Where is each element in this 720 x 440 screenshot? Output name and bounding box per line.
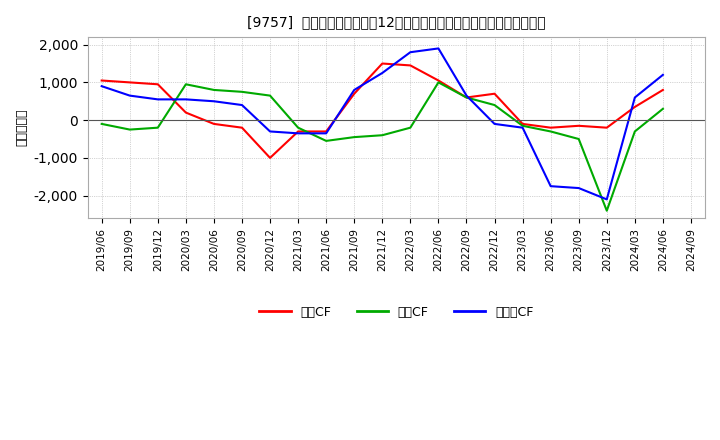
フリーCF xyxy=(490,121,499,127)
フリーCF xyxy=(603,197,611,202)
投資CF xyxy=(490,103,499,108)
投資CF xyxy=(238,89,246,95)
営業CF xyxy=(238,125,246,130)
投資CF xyxy=(406,125,415,130)
フリーCF xyxy=(238,103,246,108)
営業CF xyxy=(322,129,330,134)
投資CF xyxy=(378,132,387,138)
Legend: 営業CF, 投資CF, フリーCF: 営業CF, 投資CF, フリーCF xyxy=(254,301,539,323)
投資CF xyxy=(210,87,218,92)
投資CF xyxy=(518,123,527,128)
フリーCF xyxy=(350,87,359,92)
フリーCF xyxy=(434,46,443,51)
営業CF xyxy=(575,123,583,128)
フリーCF xyxy=(378,70,387,76)
フリーCF xyxy=(462,93,471,98)
営業CF xyxy=(603,125,611,130)
営業CF xyxy=(210,121,218,127)
営業CF xyxy=(434,78,443,83)
フリーCF xyxy=(659,72,667,77)
Y-axis label: （百万円）: （百万円） xyxy=(15,109,28,147)
フリーCF xyxy=(125,93,134,98)
営業CF xyxy=(462,95,471,100)
Title: [9757]  キャッシュフローの12か月移動合計の対前年同期増減額の推移: [9757] キャッシュフローの12か月移動合計の対前年同期増減額の推移 xyxy=(247,15,546,29)
フリーCF xyxy=(631,95,639,100)
投資CF xyxy=(266,93,274,98)
投資CF xyxy=(462,95,471,100)
フリーCF xyxy=(518,125,527,130)
投資CF xyxy=(659,106,667,111)
フリーCF xyxy=(294,131,302,136)
営業CF xyxy=(350,91,359,96)
フリーCF xyxy=(575,185,583,191)
フリーCF xyxy=(181,97,190,102)
営業CF xyxy=(181,110,190,115)
営業CF xyxy=(518,121,527,127)
投資CF xyxy=(322,138,330,143)
営業CF xyxy=(546,125,555,130)
投資CF xyxy=(575,136,583,142)
フリーCF xyxy=(97,84,106,89)
フリーCF xyxy=(210,99,218,104)
投資CF xyxy=(546,129,555,134)
投資CF xyxy=(125,127,134,132)
営業CF xyxy=(378,61,387,66)
投資CF xyxy=(603,208,611,213)
営業CF xyxy=(406,63,415,68)
フリーCF xyxy=(266,129,274,134)
フリーCF xyxy=(406,50,415,55)
営業CF xyxy=(125,80,134,85)
Line: フリーCF: フリーCF xyxy=(102,48,663,199)
営業CF xyxy=(153,82,162,87)
Line: 投資CF: 投資CF xyxy=(102,82,663,211)
投資CF xyxy=(181,82,190,87)
フリーCF xyxy=(153,97,162,102)
投資CF xyxy=(97,121,106,127)
Line: 営業CF: 営業CF xyxy=(102,63,663,158)
投資CF xyxy=(434,80,443,85)
営業CF xyxy=(97,78,106,83)
営業CF xyxy=(266,155,274,161)
営業CF xyxy=(490,91,499,96)
営業CF xyxy=(659,87,667,92)
投資CF xyxy=(350,135,359,140)
フリーCF xyxy=(322,131,330,136)
投資CF xyxy=(153,125,162,130)
営業CF xyxy=(631,104,639,110)
投資CF xyxy=(631,129,639,134)
フリーCF xyxy=(546,183,555,189)
営業CF xyxy=(294,129,302,134)
投資CF xyxy=(294,125,302,130)
